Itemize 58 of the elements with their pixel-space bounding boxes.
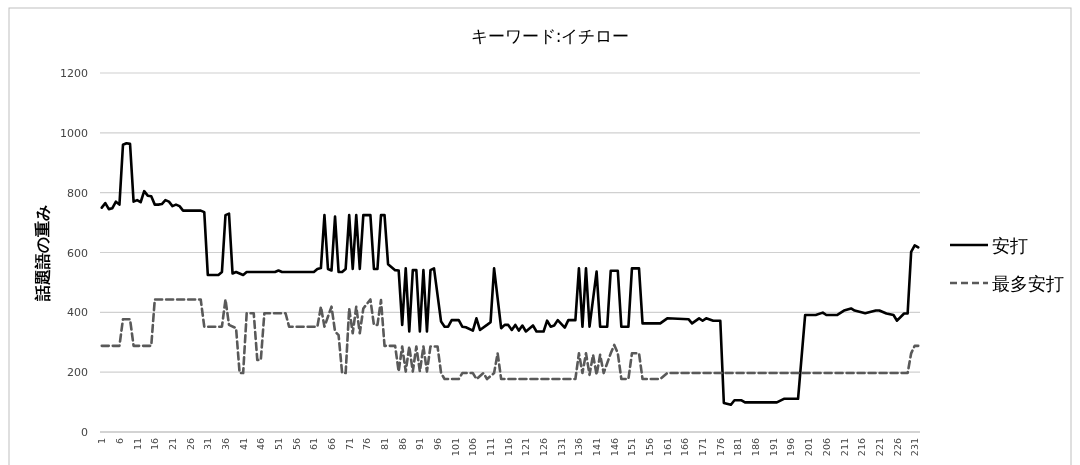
x-tick-label: 186 [750,438,762,457]
x-tick-label: 216 [856,438,868,457]
x-tick-label: 51 [272,438,284,451]
x-tick-label: 66 [326,438,338,451]
x-tick-label: 166 [679,438,691,457]
y-tick-label: 400 [67,306,88,320]
y-tick-label: 800 [67,186,88,200]
x-tick-label: 16 [149,438,161,451]
x-tick-label: 191 [767,438,779,457]
x-tick-label: 146 [608,438,620,457]
x-tick-label: 121 [520,438,532,457]
y-tick-label: 0 [81,426,88,439]
x-tick-label: 1 [96,438,108,445]
x-tick-label: 31 [202,438,214,451]
x-tick-label: 226 [891,438,903,457]
y-axis-title: 話題語の重み [33,204,52,302]
x-tick-label: 26 [184,438,196,451]
x-tick-label: 101 [449,438,461,457]
x-tick-label: 211 [838,438,850,457]
chart-title: キーワード:イチロー [470,26,630,46]
x-tick-label: 231 [909,438,921,457]
x-tick-label: 126 [538,438,550,457]
x-tick-label: 201 [803,438,815,457]
x-tick-label: 76 [361,438,373,451]
x-tick-label: 171 [697,438,709,457]
x-tick-label: 181 [732,438,744,457]
legend-label: 最多安打 [992,273,1064,294]
x-tick-label: 6 [113,438,125,445]
x-tick-label: 111 [485,438,497,457]
x-tick-label: 81 [379,438,391,451]
x-tick-label: 11 [131,438,143,451]
x-tick-label: 61 [308,438,320,451]
x-tick-label: 86 [396,438,408,451]
x-tick-label: 221 [873,438,885,457]
x-tick-label: 91 [414,438,426,451]
x-tick-label: 131 [555,438,567,457]
y-tick-label: 600 [67,246,88,260]
x-tick-label: 41 [237,438,249,451]
x-tick-label: 106 [467,438,479,457]
x-tick-label: 96 [432,438,444,451]
x-tick-label: 141 [591,438,603,457]
x-tick-label: 116 [502,438,514,457]
x-tick-label: 36 [219,438,231,451]
x-tick-label: 161 [661,438,673,457]
y-tick-label: 200 [67,366,88,380]
x-tick-label: 46 [255,438,267,451]
x-tick-label: 136 [573,438,585,457]
x-tick-label: 176 [714,438,726,457]
x-tick-label: 156 [644,438,656,457]
x-tick-label: 71 [343,438,355,451]
y-tick-label: 1200 [60,67,88,80]
legend-label: 安打 [992,235,1028,256]
x-tick-label: 196 [785,438,797,457]
y-tick-label: 1000 [60,126,88,140]
x-tick-label: 151 [626,438,638,457]
x-tick-label: 56 [290,438,302,451]
x-tick-label: 206 [820,438,832,457]
x-tick-label: 21 [166,438,178,451]
